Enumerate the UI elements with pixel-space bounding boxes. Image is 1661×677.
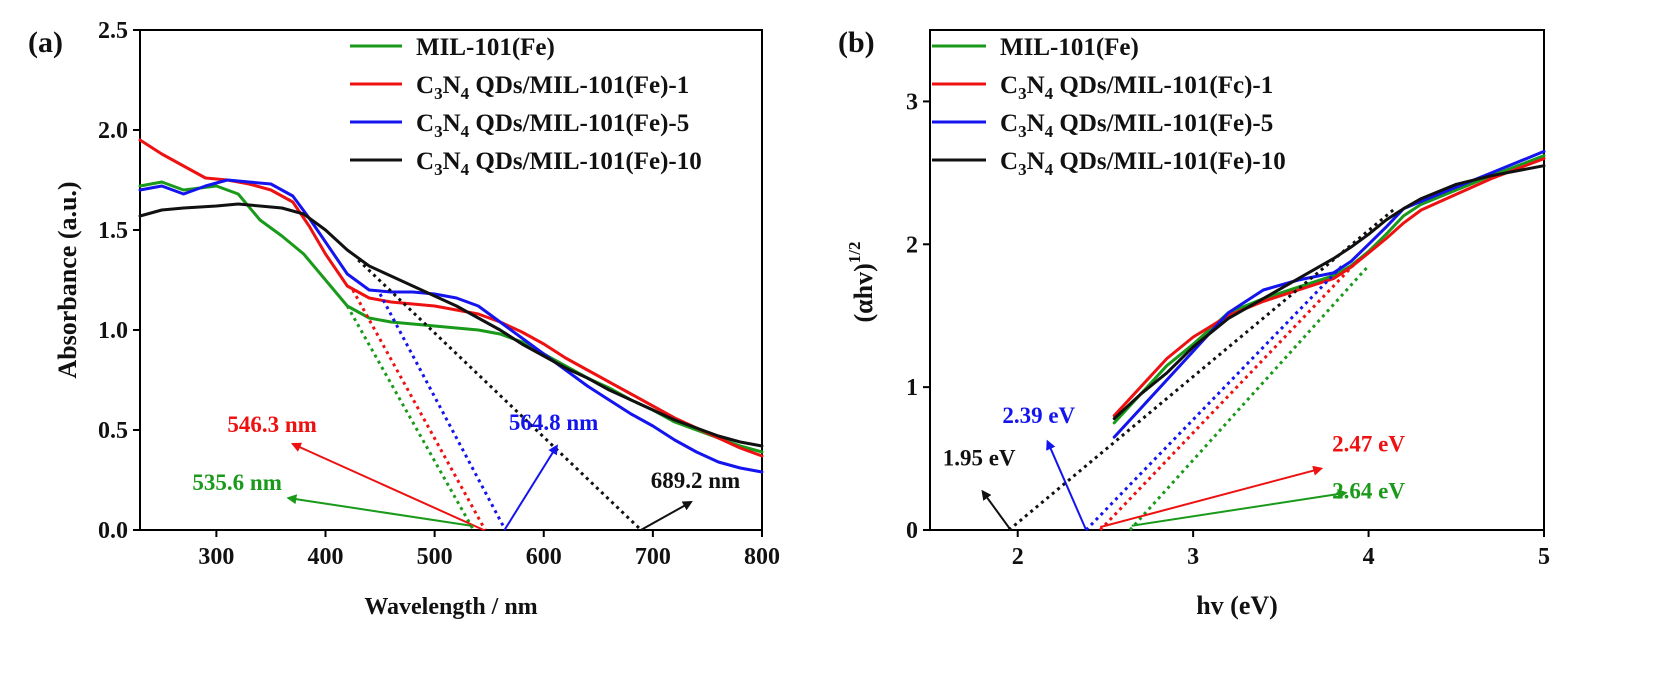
annotation-arrow-b-0 [981,489,1012,531]
plot-frame-a [139,29,763,531]
tangent-line-a-2 [378,293,507,531]
x-tick-label-b-0: 2 [1012,544,1024,570]
panel-label-b: (b) [838,26,875,59]
annotations-b: 1.95 eV 2.39 eV 2.47 eV 2.64 eV [943,403,1405,531]
y-tick-label-b-0: 0 [906,518,918,544]
annotation-label-a-3: 689.2 nm [651,468,740,493]
tangent-line-a-3 [357,258,643,532]
x-tick-label-b-2: 4 [1363,544,1375,570]
annotation-arrow-a-1 [286,494,473,527]
legend-label-a-0: MIL-101(Fe) [416,34,555,61]
series-line-b-3 [1112,164,1546,421]
legend-label-a-3: C3N4 QDs/MIL-101(Fe)-10 [416,148,702,179]
annotation-label-a-2: 564.8 nm [509,410,598,435]
x-tick-label-a-1: 400 [308,544,344,570]
annotation-arrow-b-3 [1131,489,1348,527]
x-axis-label-b: hv (eV) [1196,591,1278,620]
y-tick-label-a-5: 2.5 [98,18,128,44]
x-tick-label-a-4: 700 [635,544,671,570]
y-tick-label-a-1: 0.5 [98,418,128,444]
plot-frame-b [929,29,1545,531]
legend-label-b-3: C3N4 QDs/MIL-101(Fe)-10 [1000,148,1286,179]
y-tick-label-b-3: 3 [906,89,918,115]
y-tick-label-a-2: 1.0 [98,318,128,344]
y-tick-label-a-3: 1.5 [98,218,128,244]
y-axis-label-b: (αhv)1/2 [845,241,878,322]
tangent-lines-a [346,258,643,532]
y-axis-label-a: Absorbance (a.u.) [53,181,82,378]
tangent-line-b-1 [1085,264,1344,532]
series-line-a-3 [138,202,764,448]
x-tick-label-b-1: 3 [1187,544,1199,570]
legend-a: MIL-101(Fe) C3N4 QDs/MIL-101(Fe)-1 C3N4 QD… [350,34,702,179]
y-axis-label-b-sup: 1/2 [845,241,864,263]
legend-label-b-2: C3N4 QDs/MIL-101(Fe)-5 [1000,110,1273,141]
annotation-label-b-1: 2.39 eV [1002,403,1075,428]
x-tick-label-a-3: 600 [526,544,562,570]
annotation-label-a-0: 546.3 nm [227,412,316,437]
x-tick-label-a-2: 500 [417,544,453,570]
annotation-arrow-b-1 [1046,439,1088,531]
series-line-a-2 [138,178,764,474]
panel-a: (a) 300 400 500 600 700 800 0.0 0.5 1.0 1.5 2.0 2.5… [28,18,780,620]
y-tick-label-a-0: 0.0 [98,518,128,544]
legend-label-b-0: MIL-101(Fe) [1000,34,1139,61]
series-line-a-1 [138,138,764,458]
annotation-arrow-b-2 [1099,465,1324,529]
annotation-label-b-0: 1.95 eV [943,446,1016,471]
panel-label-a: (a) [28,26,63,59]
annotation-arrow-a-0 [290,442,485,531]
tangent-line-b-3 [1128,264,1370,532]
y-tick-label-b-1: 1 [906,375,918,401]
y-tick-label-a-4: 2.0 [98,118,128,144]
annotation-label-b-2: 2.47 eV [1332,431,1405,456]
panel-b: (b) 2 3 4 5 0 1 2 3 1.95 eV 2.39 eV 2.47 eV 2.64 e… [838,26,1550,620]
series-b [1112,149,1546,439]
x-axis-label-a: Wavelength / nm [364,594,537,620]
series-line-b-2 [1112,149,1546,439]
series-line-b-1 [1112,157,1546,418]
series-line-b-0 [1112,154,1546,425]
legend-label-b-1: C3N4 QDs/MIL-101(Fc)-1 [1000,72,1273,103]
legend-b: MIL-101(Fe) C3N4 QDs/MIL-101(Fc)-1 C3N4 QD… [932,34,1286,179]
annotation-arrow-a-2 [503,444,558,531]
legend-label-a-1: C3N4 QDs/MIL-101(Fe)-1 [416,72,689,103]
y-tick-label-b-2: 2 [906,232,918,258]
x-tick-label-b-3: 5 [1538,544,1550,570]
y-axis-label-b-base: (αhv) [849,263,878,322]
x-tick-label-a-0: 300 [198,544,234,570]
annotation-label-a-1: 535.6 nm [192,470,281,495]
axis-ticks-a: 300 400 500 600 700 800 0.0 0.5 1.0 1.5 2.0 2.5 [98,18,780,570]
annotations-a: 546.3 nm 535.6 nm 564.8 nm 689.2 nm [192,410,740,531]
series-a [138,138,764,474]
tangent-lines-b [1007,207,1396,532]
legend-label-a-2: C3N4 QDs/MIL-101(Fe)-5 [416,110,689,141]
annotation-arrow-a-3 [640,501,693,531]
annotation-label-b-3: 2.64 eV [1332,479,1405,504]
x-tick-label-a-5: 800 [744,544,780,570]
tangent-line-a-0 [346,305,475,531]
axis-ticks-b: 2 3 4 5 0 1 2 3 [906,89,1550,570]
